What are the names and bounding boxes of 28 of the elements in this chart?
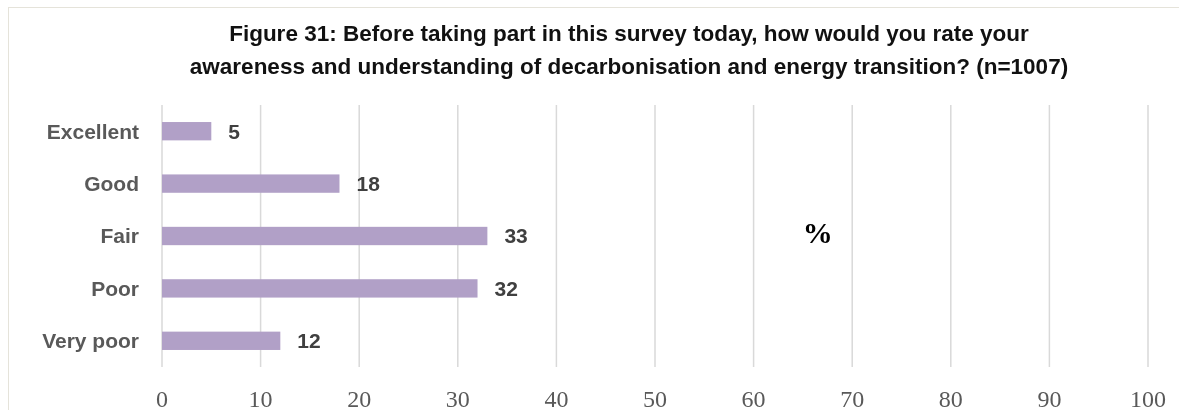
y-tick-label: Fair <box>100 224 139 248</box>
x-tick-label: 50 <box>643 386 667 410</box>
x-tick-label: 100 <box>1130 386 1166 410</box>
y-tick-label: Poor <box>91 276 139 300</box>
bar <box>162 122 212 141</box>
x-tick-label: 60 <box>741 386 766 410</box>
x-tick-label: 80 <box>938 386 963 410</box>
bar <box>162 331 281 350</box>
x-tick-label: 0 <box>156 386 168 410</box>
data-label: 18 <box>356 171 381 195</box>
data-label: 33 <box>504 224 528 248</box>
chart-title: Figure 31: Before taking part in this survey today, how would you rate your awareness and understanding of decarbonisation and energy transition? (n=1007) <box>189 21 1069 79</box>
x-tick-label: 40 <box>544 386 569 410</box>
data-label: 5 <box>228 119 241 143</box>
x-tick-label: 70 <box>840 386 865 410</box>
y-tick-label: Excellent <box>46 119 139 143</box>
y-tick-label: Very poor <box>42 329 139 353</box>
x-tick-label: 30 <box>445 386 470 410</box>
y-tick-label: Good <box>84 171 139 195</box>
bar <box>162 279 478 298</box>
data-label: 12 <box>297 329 321 353</box>
bar <box>162 174 340 193</box>
bar <box>162 226 488 246</box>
x-axis-title: % <box>802 215 833 249</box>
x-tick-label: 90 <box>1037 386 1062 410</box>
x-tick-label: 10 <box>248 386 273 410</box>
data-label: 32 <box>494 276 518 300</box>
x-tick-label: 20 <box>347 386 372 410</box>
